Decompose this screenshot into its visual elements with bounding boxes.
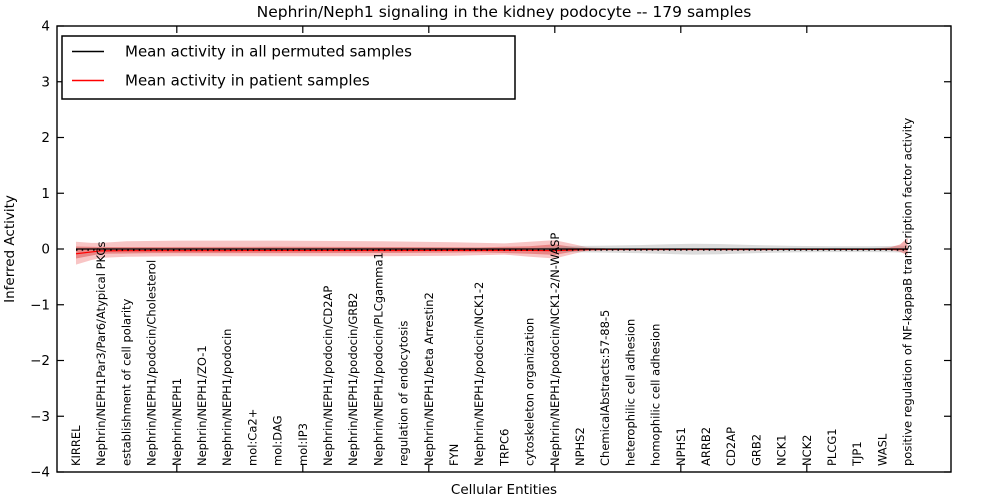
y-tick-label: 0	[41, 242, 50, 258]
patient-band-outer	[76, 240, 606, 265]
y-tick-label: −2	[30, 353, 50, 369]
legend: Mean activity in all permuted samples Me…	[61, 35, 516, 100]
x-axis-ticks	[176, 26, 808, 472]
x-category-label: positive regulation of NF-kappaB transcr…	[901, 118, 915, 466]
x-category-label: establishment of cell polarity	[119, 298, 133, 466]
x-category-label: Nephrin/NEPH1	[170, 378, 184, 466]
confidence-bands	[76, 237, 908, 265]
patient-band-core	[76, 244, 593, 259]
x-category-label: CD2AP	[724, 427, 738, 466]
x-category-label: Nephrin/NEPH1/podocin/Cholesterol	[145, 260, 159, 466]
x-category-label: Nephrin/NEPH1/podocin/PLCgamma1	[371, 252, 385, 466]
x-category-label: TRPC6	[497, 429, 511, 467]
legend-entry-patient: Mean activity in patient samples	[125, 72, 370, 90]
x-category-label: Nephrin/NEPH1/podocin/NCK1-2/N-WASP	[548, 233, 562, 466]
series-lines	[75, 248, 908, 255]
x-category-label: ARRB2	[699, 427, 713, 466]
x-category-label: Nephrin/NEPH1/podocin/GRB2	[346, 293, 360, 466]
y-axis-ticks: 4 3 2 1 0 −1 −2 −3 −4	[30, 19, 951, 481]
x-category-label: Nephrin/NEPH1/podocin/CD2AP	[321, 286, 335, 466]
x-category-label: mol:Ca2+	[245, 409, 259, 466]
x-axis-label: Cellular Entities	[451, 482, 557, 498]
x-category-label: Nephrin/NEPH1/beta Arrestin2	[422, 292, 436, 466]
x-category-label: Nephrin/NEPH1/ZO-1	[195, 345, 209, 466]
chart-title: Nephrin/Neph1 signaling in the kidney po…	[257, 3, 752, 21]
y-tick-label: −4	[30, 465, 50, 481]
x-category-label: heterophilic cell adhesion	[623, 319, 637, 466]
y-tick-label: 2	[41, 130, 50, 146]
x-category-label: TJP1	[850, 441, 864, 467]
x-category-label: NPHS2	[573, 427, 587, 466]
x-category-label: regulation of endocytosis	[397, 321, 411, 466]
legend-box	[61, 35, 516, 100]
x-category-label: cytoskeleton organization	[523, 318, 537, 466]
y-axis-label: Inferred Activity	[2, 195, 18, 303]
x-category-label: FYN	[447, 444, 461, 466]
y-tick-label: 4	[41, 19, 50, 35]
legend-entry-permuted: Mean activity in all permuted samples	[125, 43, 412, 61]
x-category-labels: KIRREL Nephrin/NEPH1Par3/Par6/Atypical PK…	[69, 118, 915, 467]
x-category-label: Nephrin/NEPH1/podocin	[220, 329, 234, 466]
x-category-label: ChemicalAbstracts:57-88-5	[598, 310, 612, 466]
x-category-label: PLCG1	[825, 428, 839, 466]
x-category-label: WASL	[875, 433, 889, 466]
x-category-label: mol:IP3	[296, 423, 310, 466]
y-tick-label: 1	[41, 186, 50, 202]
y-tick-label: 3	[41, 74, 50, 90]
x-category-label: Nephrin/NEPH1Par3/Par6/Atypical PKCs	[94, 242, 108, 466]
x-category-label: NCK2	[800, 435, 814, 467]
x-category-label: GRB2	[749, 434, 763, 466]
x-category-label: Nephrin/NEPH1/podocin/NCK1-2	[472, 282, 486, 466]
x-category-label: NPHS1	[674, 427, 688, 466]
x-category-label: mol:DAG	[271, 415, 285, 466]
x-category-label: KIRREL	[69, 425, 83, 466]
y-tick-label: −1	[30, 297, 50, 313]
patient-band-end-flare	[874, 237, 908, 256]
y-tick-label: −3	[30, 409, 50, 425]
x-category-label: NCK1	[775, 435, 789, 467]
x-category-label: homophilic cell adhesion	[649, 324, 663, 466]
